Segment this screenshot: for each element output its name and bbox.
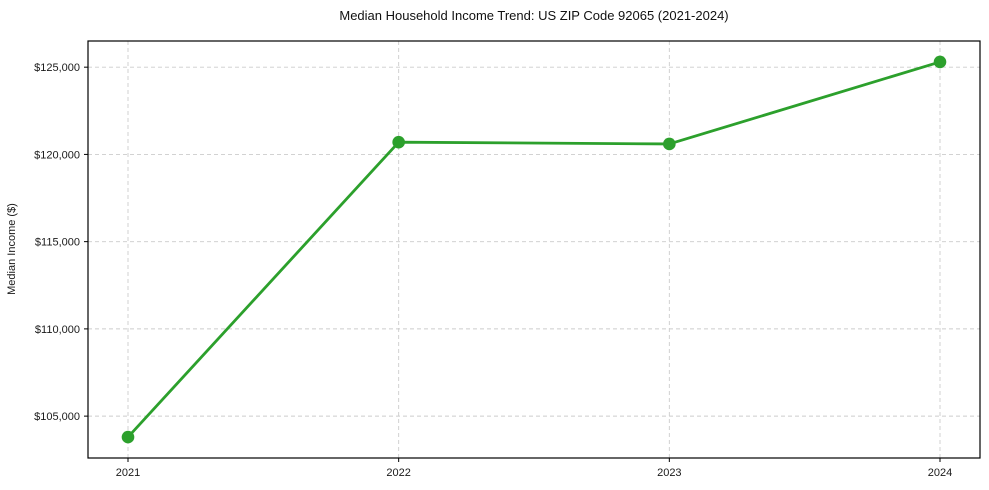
x-tick-label: 2023 — [657, 467, 681, 479]
y-tick-label: $110,000 — [35, 324, 80, 336]
data-point-marker — [392, 135, 405, 149]
data-point-marker — [121, 430, 135, 444]
data-point-marker — [663, 137, 676, 151]
trend-line — [126, 60, 942, 439]
y-axis-label: Median Income ($) — [6, 203, 18, 295]
y-tick-label: $125,000 — [34, 62, 80, 74]
y-tick-label: $115,000 — [35, 237, 80, 249]
chart-title: Median Household Income Trend: US ZIP Co… — [339, 8, 729, 23]
y-tick-label: $105,000 — [34, 411, 80, 423]
x-tick-label: 2024 — [928, 467, 952, 479]
plot-area: $105,000 $110,000 $115,000 $120,000 $125,000… — [34, 40, 981, 479]
y-tick-label: $120,000 — [34, 149, 80, 161]
plot-border — [87, 40, 981, 459]
x-tick-label: 2021 — [116, 467, 140, 479]
x-tick-label: 2022 — [386, 467, 410, 479]
data-point-marker — [933, 55, 947, 69]
